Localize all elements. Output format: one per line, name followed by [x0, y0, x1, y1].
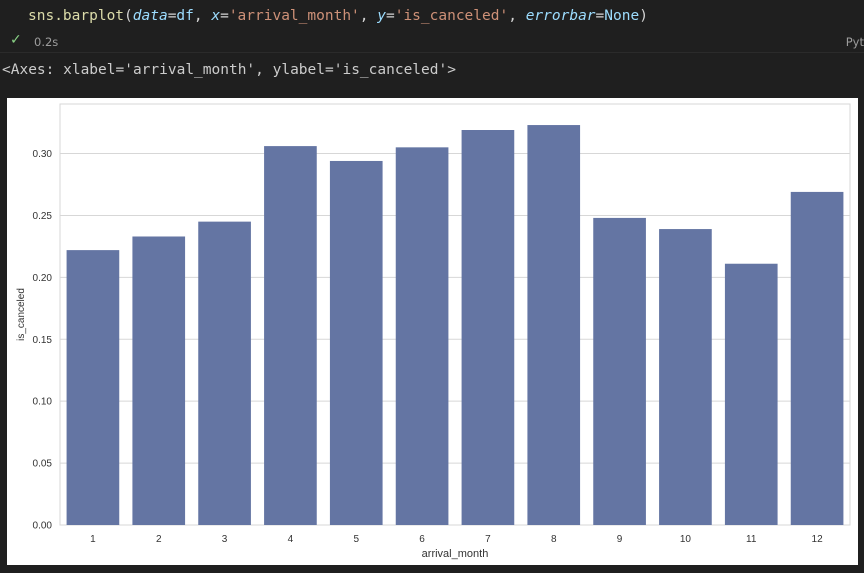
y-tick-label: 0.30 [33, 149, 53, 160]
x-tick-label: 12 [812, 534, 824, 545]
bars [66, 125, 844, 526]
language-indicator[interactable]: Pyt [845, 35, 864, 49]
code-line[interactable]: sns.barplot(data=df, x='arrival_month', … [28, 8, 648, 24]
bar-month-3 [198, 221, 251, 525]
x-tick-label: 7 [485, 534, 491, 545]
y-tick-label: 0.10 [33, 397, 53, 408]
output-repr: <Axes: xlabel='arrival_month', ylabel='i… [2, 62, 456, 78]
y-axis-label: is_canceled [16, 288, 27, 341]
bar-month-9 [593, 217, 646, 525]
bar-chart: 0.000.050.100.150.200.250.301 2 3 4 5 6 7 8 9 10 1… [16, 103, 851, 560]
x-tick-label: 4 [288, 534, 294, 545]
code-param-name: errorbar [525, 8, 596, 24]
axes: 0.000.050.100.150.200.250.301 2 3 4 5 6 7 8 9 10 1… [33, 149, 824, 545]
y-tick-label: 0.20 [33, 273, 53, 284]
x-tick-label: 5 [353, 534, 359, 545]
code-function: sns.barplot [28, 8, 125, 24]
checkmark-icon: ✓ [10, 32, 22, 48]
bar-month-8 [527, 125, 581, 526]
bar-month-2 [132, 236, 186, 525]
bar-month-12 [790, 191, 844, 525]
y-tick-label: 0.05 [33, 459, 53, 470]
code-param-value: None [604, 8, 640, 24]
code-param-name: y [377, 8, 386, 24]
plot-output: 0.00 0.05 0.10 0.15 0.20 0.25 0.30 1 2 3 4 5 6 7 8 9 10 1… [7, 98, 858, 565]
y-tick-label: 0.15 [33, 335, 53, 346]
code-param-value: df [176, 8, 194, 24]
x-tick-label: 11 [746, 534, 757, 545]
grid-lines [59, 103, 851, 526]
bar-month-4 [264, 146, 317, 525]
x-tick-label: 10 [680, 534, 692, 545]
execution-time: 0.2s [34, 35, 59, 49]
x-tick-label: 9 [617, 534, 623, 545]
bar-month-6 [395, 147, 449, 525]
x-axis-label: arrival_month [422, 548, 489, 560]
bar-month-11 [724, 263, 778, 525]
x-tick-label: 3 [222, 534, 228, 545]
code-param-value: 'arrival_month' [228, 8, 360, 24]
code-param-name: data [132, 8, 168, 24]
bar-month-7 [461, 130, 515, 526]
code-param-value: 'is_canceled' [394, 8, 509, 24]
y-tick-label: 0.25 [33, 211, 53, 222]
x-tick-label: 1 [90, 534, 96, 545]
cell-status-bar: ✓ 0.2s Pyt [0, 32, 864, 52]
bar-month-10 [659, 229, 712, 525]
code-param-name: x [211, 8, 221, 24]
x-tick-label: 8 [551, 534, 557, 545]
code-cell[interactable]: sns.barplot(data=df, x='arrival_month', … [0, 0, 864, 53]
bar-month-5 [329, 160, 383, 525]
x-tick-label: 2 [156, 534, 162, 545]
bar-month-1 [66, 250, 120, 526]
x-tick-label: 6 [419, 534, 425, 545]
y-tick-label: 0.00 [33, 521, 53, 532]
